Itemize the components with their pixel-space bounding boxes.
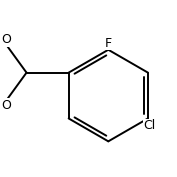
Text: O: O bbox=[1, 33, 11, 46]
Text: O: O bbox=[1, 99, 11, 112]
Text: F: F bbox=[105, 37, 112, 50]
Text: Cl: Cl bbox=[144, 119, 156, 132]
